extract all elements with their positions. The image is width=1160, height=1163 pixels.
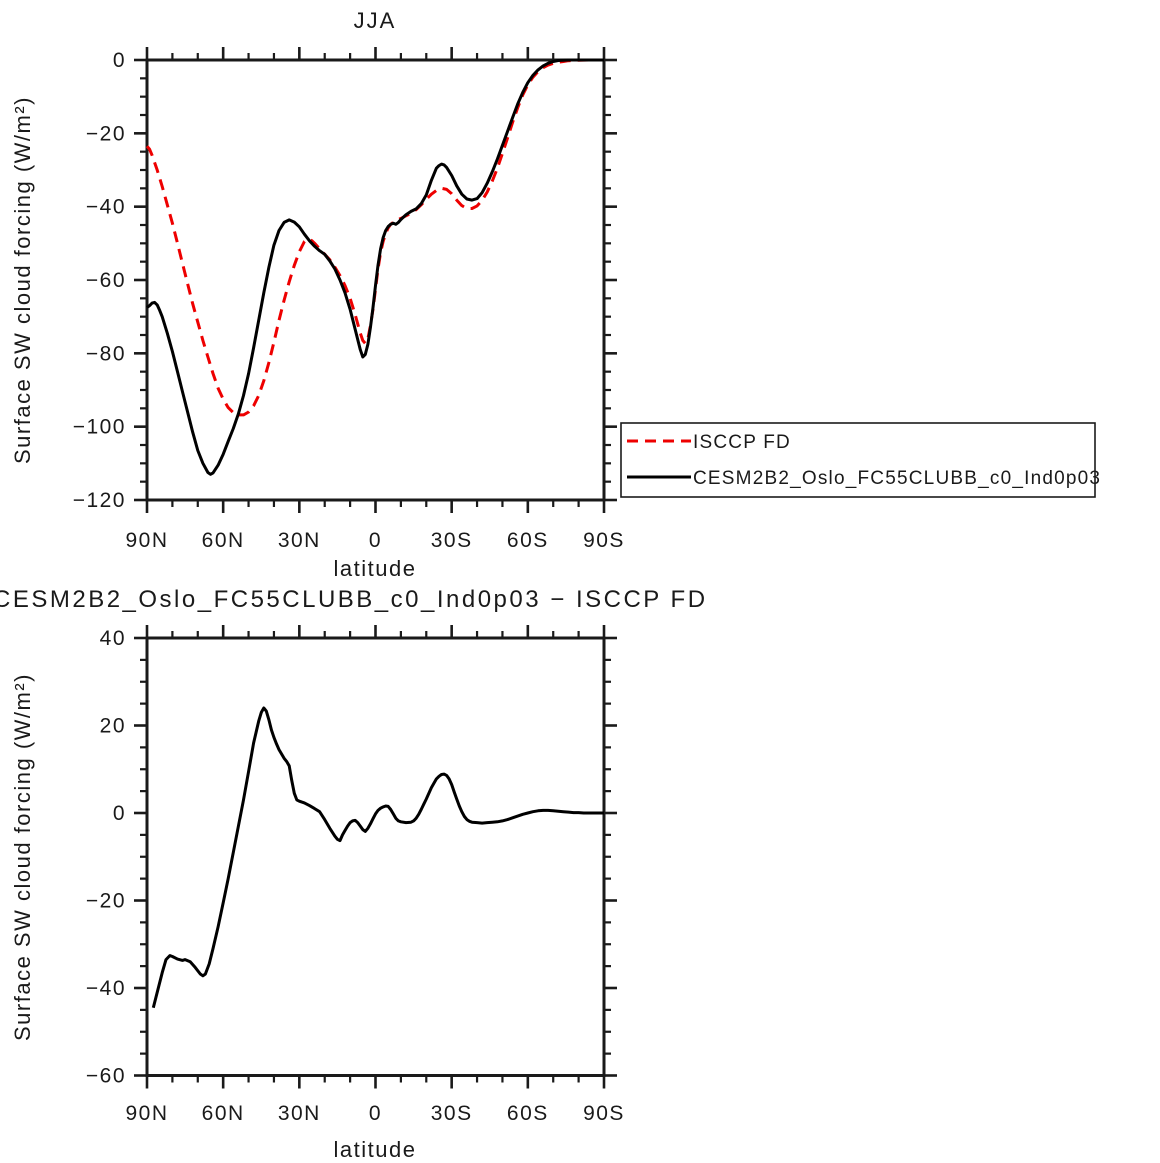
x-tick-label: 90S — [583, 1102, 625, 1125]
y-tick-label: 40 — [100, 627, 126, 650]
x-tick-label: 30S — [431, 529, 473, 552]
x-tick-label: 30N — [278, 1102, 321, 1125]
y-tick-label: −20 — [86, 890, 126, 913]
y-tick-label: −60 — [86, 269, 126, 292]
legend-label-isccp: ISCCP FD — [693, 432, 791, 453]
y-tick-label: −40 — [86, 196, 126, 219]
series-line-CESM2B2_Oslo_FC55CLUBB_c0_Ind0p03 — [146, 58, 604, 476]
x-tick-label: 30S — [431, 1102, 473, 1125]
x-tick-label: 0 — [369, 1102, 382, 1125]
y-tick-label: −20 — [86, 122, 126, 145]
x-tick-label: 60N — [202, 529, 245, 552]
y-tick-label: −100 — [73, 416, 126, 439]
legend-label-cesm: CESM2B2_Oslo_FC55CLUBB_c0_Ind0p03 — [693, 468, 1101, 489]
bottom-chart-x-axis-label: latitude — [334, 1137, 417, 1162]
series-line-ISCCP FD — [145, 58, 604, 417]
bottom-chart-title: CESM2B2_Oslo_FC55CLUBB_c0_Ind0p03 − ISCC… — [0, 586, 708, 613]
x-tick-label: 60N — [202, 1102, 245, 1125]
top-chart-plot-area: 90N 60N 30N 0 30S 60S 90S 0 −20 −40 −60 −80 −100 −120 — [73, 47, 625, 552]
y-tick-label: −40 — [86, 977, 126, 1000]
x-tick-label: 60S — [507, 529, 549, 552]
top-chart-title: JJA — [354, 8, 397, 33]
x-tick-label: 0 — [369, 529, 382, 552]
bottom-chart-y-axis-label: Surface SW cloud forcing (W/m²) — [10, 673, 35, 1041]
plot-frame — [145, 636, 606, 1077]
y-tick-label: −60 — [86, 1065, 126, 1088]
y-tick-label: 20 — [100, 715, 126, 738]
x-tick-label: 60S — [507, 1102, 549, 1125]
top-chart-y-axis-label: Surface SW cloud forcing (W/m²) — [10, 96, 35, 464]
y-tick-label: −120 — [73, 489, 126, 512]
x-tick-label: 90N — [125, 1102, 168, 1125]
x-tick-label: 30N — [278, 529, 321, 552]
x-tick-label: 90N — [125, 529, 168, 552]
y-tick-label: 0 — [113, 802, 126, 825]
legend-border — [620, 422, 1096, 498]
y-tick-label: −80 — [86, 342, 126, 365]
y-tick-label: 0 — [113, 49, 126, 72]
legend-box: ISCCP FD CESM2B2_Oslo_FC55CLUBB_c0_Ind0p… — [620, 422, 1101, 498]
x-tick-label: 90S — [583, 529, 625, 552]
series-line-difference — [151, 706, 604, 1009]
bottom-chart-plot-area: 90N 60N 30N 0 30S 60S 90S 40 20 0 −20 −40 −60 — [86, 625, 625, 1125]
top-chart-x-axis-label: latitude — [334, 556, 417, 581]
